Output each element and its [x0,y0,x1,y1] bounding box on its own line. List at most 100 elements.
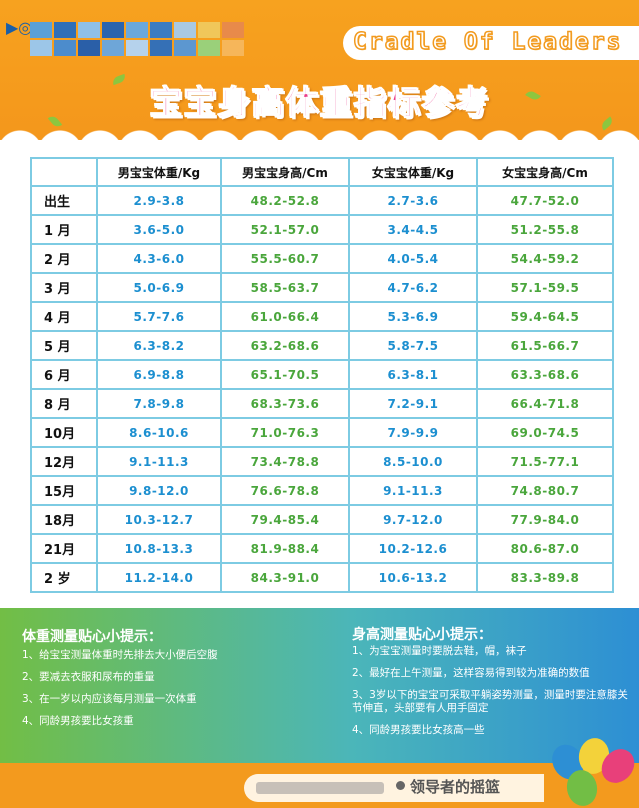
list-item: 2、最好在上午测量，这样容易得到较为准确的数值 [352,667,590,679]
girl-weight-cell: 6.3-8.1 [348,359,478,390]
girl-weight-cell: 3.4-4.5 [348,214,478,245]
girl-height-cell: 80.6-87.0 [476,533,614,564]
boy-height-cell: 76.6-78.8 [220,475,350,506]
boy-weight-cell: 5.7-7.6 [96,301,222,332]
table-row: 出生 2.9-3.8 48.2-52.8 2.7-3.6 47.7-52.0 [30,185,614,216]
girl-weight-cell: 5.8-7.5 [348,330,478,361]
boy-weight-cell: 5.0-6.9 [96,272,222,303]
girl-height-cell: 57.1-59.5 [476,272,614,303]
age-cell: 10月 [30,417,98,448]
table-row: 1 月 3.6-5.0 52.1-57.0 3.4-4.5 51.2-55.8 [30,214,614,245]
boy-weight-cell: 8.6-10.6 [96,417,222,448]
blurred-logo-text [30,22,244,56]
list-item: 2、要减去衣服和尿布的重量 [22,671,155,683]
age-cell: 2 月 [30,243,98,274]
boy-weight-cell: 7.8-9.8 [96,388,222,419]
age-cell: 5 月 [30,330,98,361]
table-header-row: 男宝宝体重/Kg 男宝宝身高/Cm 女宝宝体重/Kg 女宝宝身高/Cm [30,157,614,187]
brand-text: Cradle Of Leaders [352,28,623,56]
boy-height-cell: 63.2-68.6 [220,330,350,361]
column-header [30,157,98,187]
boy-height-cell: 52.1-57.0 [220,214,350,245]
age-cell: 2 岁 [30,562,98,593]
age-cell: 6 月 [30,359,98,390]
boy-height-cell: 71.0-76.3 [220,417,350,448]
list-item: 3、3岁以下的宝宝可采取平躺姿势测量，测量时要注意膝关节伸直，头部要有人用手固定 [352,689,628,714]
table-row: 2 月 4.3-6.0 55.5-60.7 4.0-5.4 54.4-59.2 [30,243,614,274]
height-tips-list: 1、为宝宝测量时要脱去鞋，帽，袜子 2、最好在上午测量，这样容易得到较为准确的数… [352,645,632,746]
table-row: 8 月 7.8-9.8 68.3-73.6 7.2-9.1 66.4-71.8 [30,388,614,419]
brand-banner: Cradle Of Leaders [343,26,639,60]
girl-weight-cell: 10.2-12.6 [348,533,478,564]
boy-weight-cell: 6.9-8.8 [96,359,222,390]
table-row: 15月 9.8-12.0 76.6-78.8 9.1-11.3 74.8-80.7 [30,475,614,506]
girl-weight-cell: 4.7-6.2 [348,272,478,303]
logo: ▶◎ [6,8,276,78]
boy-height-cell: 68.3-73.6 [220,388,350,419]
column-header: 女宝宝身高/Cm [476,157,614,187]
girl-height-cell: 59.4-64.5 [476,301,614,332]
boy-weight-cell: 11.2-14.0 [96,562,222,593]
girl-height-cell: 54.4-59.2 [476,243,614,274]
age-cell: 4 月 [30,301,98,332]
age-cell: 18月 [30,504,98,535]
girl-weight-cell: 8.5-10.0 [348,446,478,477]
table-row: 4 月 5.7-7.6 61.0-66.4 5.3-6.9 59.4-64.5 [30,301,614,332]
girl-weight-cell: 9.7-12.0 [348,504,478,535]
flower-logo-icon [545,735,639,808]
girl-height-cell: 63.3-68.6 [476,359,614,390]
age-cell: 1 月 [30,214,98,245]
girl-height-cell: 51.2-55.8 [476,214,614,245]
list-item: 1、为宝宝测量时要脱去鞋，帽，袜子 [352,645,527,657]
table-row: 3 月 5.0-6.9 58.5-63.7 4.7-6.2 57.1-59.5 [30,272,614,303]
girl-height-cell: 69.0-74.5 [476,417,614,448]
list-item: 1、给宝宝测量体重时先排去大小便后空腹 [22,649,218,661]
girl-weight-cell: 4.0-5.4 [348,243,478,274]
boy-weight-cell: 9.8-12.0 [96,475,222,506]
table-row: 6 月 6.9-8.8 65.1-70.5 6.3-8.1 63.3-68.6 [30,359,614,390]
boy-height-cell: 84.3-91.0 [220,562,350,593]
girl-height-cell: 83.3-89.8 [476,562,614,593]
boy-height-cell: 58.5-63.7 [220,272,350,303]
height-tips-title: 身高测量贴心小提示： [352,627,492,643]
logo-mark-icon: ▶◎ [6,18,33,37]
boy-weight-cell: 10.3-12.7 [96,504,222,535]
boy-height-cell: 65.1-70.5 [220,359,350,390]
boy-weight-cell: 3.6-5.0 [96,214,222,245]
list-item: 4、同龄男孩要比女孩重 [22,715,134,727]
boy-height-cell: 48.2-52.8 [220,185,350,216]
boy-height-cell: 81.9-88.4 [220,533,350,564]
column-header: 男宝宝身高/Cm [220,157,350,187]
boy-weight-cell: 4.3-6.0 [96,243,222,274]
table-row: 5 月 6.3-8.2 63.2-68.6 5.8-7.5 61.5-66.7 [30,330,614,361]
list-item: 4、同龄男孩要比女孩高一些 [352,724,485,736]
list-item: 3、在一岁以内应该每月测量一次体重 [22,693,197,705]
table-row: 12月 9.1-11.3 73.4-78.8 8.5-10.0 71.5-77.1 [30,446,614,477]
weight-tips-list: 1、给宝宝测量体重时先排去大小便后空腹 2、要减去衣服和尿布的重量 3、在一岁以… [22,649,322,737]
table-row: 10月 8.6-10.6 71.0-76.3 7.9-9.9 69.0-74.5 [30,417,614,448]
table-row: 21月 10.8-13.3 81.9-88.4 10.2-12.6 80.6-87.0 [30,533,614,564]
boy-height-cell: 55.5-60.7 [220,243,350,274]
boy-height-cell: 79.4-85.4 [220,504,350,535]
girl-height-cell: 66.4-71.8 [476,388,614,419]
table-row: 18月 10.3-12.7 79.4-85.4 9.7-12.0 77.9-84.0 [30,504,614,535]
age-cell: 15月 [30,475,98,506]
girl-height-cell: 77.9-84.0 [476,504,614,535]
page-title: 宝宝身高体重指标参考 [149,82,490,122]
growth-reference-table: 男宝宝体重/Kg 男宝宝身高/Cm 女宝宝体重/Kg 女宝宝身高/Cm 出生 2.… [30,157,614,593]
footer-slogan: 领导者的摇篮 [410,778,501,796]
column-header: 男宝宝体重/Kg [96,157,222,187]
blurred-footer-text [256,782,384,794]
age-cell: 8 月 [30,388,98,419]
girl-weight-cell: 2.7-3.6 [348,185,478,216]
girl-weight-cell: 10.6-13.2 [348,562,478,593]
boy-weight-cell: 10.8-13.3 [96,533,222,564]
weight-tips-title: 体重测量贴心小提示： [22,629,162,645]
age-cell: 3 月 [30,272,98,303]
boy-weight-cell: 2.9-3.8 [96,185,222,216]
girl-weight-cell: 7.2-9.1 [348,388,478,419]
girl-height-cell: 71.5-77.1 [476,446,614,477]
girl-height-cell: 47.7-52.0 [476,185,614,216]
table-row: 2 岁 11.2-14.0 84.3-91.0 10.6-13.2 83.3-89.8 [30,562,614,593]
column-header: 女宝宝体重/Kg [348,157,478,187]
